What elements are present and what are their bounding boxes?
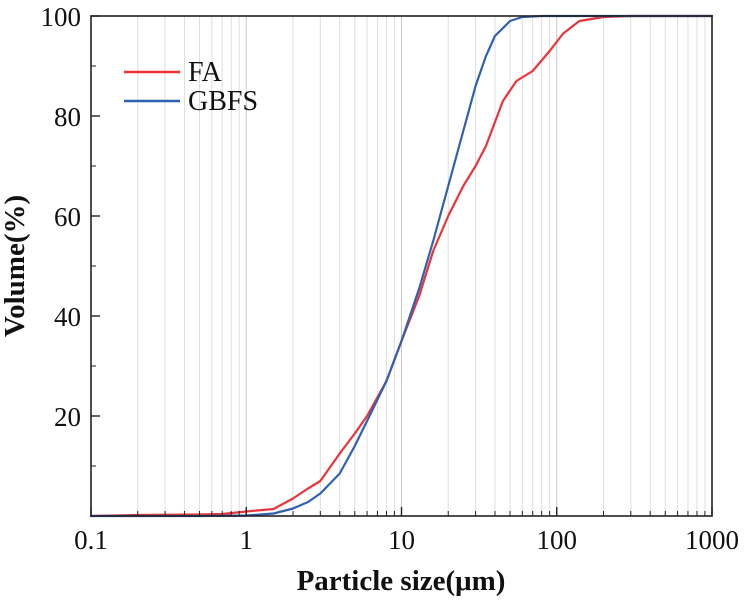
y-tick-label: 80 <box>54 102 81 132</box>
ticks-layer: 0.1 1 10 100 1000 20 40 60 80 100 <box>41 2 740 555</box>
x-tick-label: 100 <box>537 525 578 555</box>
y-axis-title: Volume(%) <box>0 195 31 337</box>
legend-label-fa: FA <box>188 57 222 88</box>
grid-lines <box>137 16 706 516</box>
legend-label-gbfs: GBFS <box>188 86 258 117</box>
series-line-gbfs <box>89 14 714 518</box>
y-tick-label: 60 <box>54 202 81 232</box>
x-tick-label: 1 <box>240 525 254 555</box>
x-tick-label: 1000 <box>685 525 739 555</box>
legend: FA GBFS <box>124 57 258 117</box>
series-layer <box>89 14 714 518</box>
y-tick-label: 40 <box>54 302 81 332</box>
y-tick-label: 20 <box>54 402 81 432</box>
y-tick-label: 100 <box>41 2 82 32</box>
x-axis-title: Particle size(μm) <box>297 565 506 597</box>
x-tick-label: 0.1 <box>74 525 108 555</box>
x-tick-label: 10 <box>388 525 415 555</box>
series-line-fa <box>89 14 714 518</box>
